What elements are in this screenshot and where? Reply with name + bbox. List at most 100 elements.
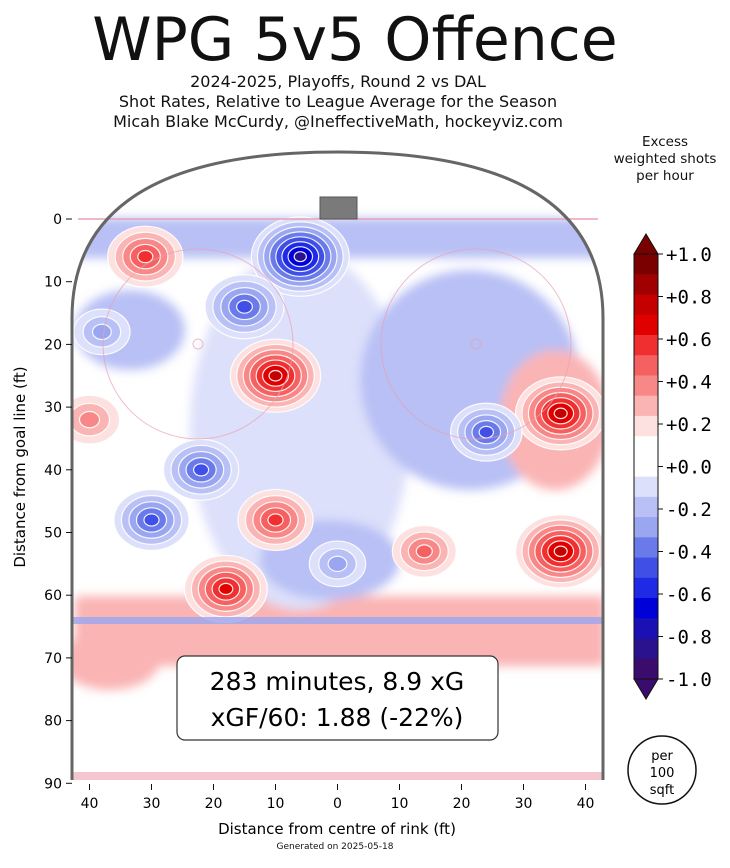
colorbar-tick-label: +0.4 <box>666 372 712 394</box>
goal-net <box>319 196 358 220</box>
y-tick-label: 0 <box>53 212 62 228</box>
heat-hotspots <box>72 216 603 624</box>
y-axis-label: Distance from goal line (ft) <box>11 366 29 567</box>
y-tick-label: 70 <box>44 651 62 667</box>
hotspot-positive <box>514 376 603 451</box>
colorbar-bottom-arrow <box>633 678 659 700</box>
x-tick-label: 0 <box>333 796 342 812</box>
subtitle-line-2: Shot Rates, Relative to League Average f… <box>118 92 558 111</box>
colorbar-tick-label: -0.8 <box>666 627 712 649</box>
badge-line-2: 100 <box>650 766 675 781</box>
colorbar-tick-label: +0.0 <box>666 457 712 479</box>
hotspot-negative <box>204 274 285 340</box>
colorbar-segment <box>634 355 658 376</box>
hotspot-ring <box>137 249 154 264</box>
y-tick-label: 60 <box>44 588 62 604</box>
subtitle-line-3: Micah Blake McCurdy, @IneffectiveMath, h… <box>113 112 563 131</box>
summary-line-2: xGF/60: 1.88 (-22%) <box>211 703 464 732</box>
colorbar-segment <box>634 314 658 336</box>
hotspot-positive <box>514 514 603 589</box>
colorbar-segment <box>634 436 658 457</box>
colorbar-segment <box>634 415 658 437</box>
hotspot-positive <box>237 488 314 551</box>
hotspot-positive <box>107 225 184 288</box>
hotspot-ring <box>415 544 433 559</box>
x-tick-label: 30 <box>515 796 533 812</box>
hotspot-ring <box>553 407 568 420</box>
hotspot-positive <box>72 394 121 445</box>
colorbar-segment <box>634 375 658 397</box>
x-tick-label: 10 <box>391 796 409 812</box>
summary-box-frame <box>176 655 499 741</box>
colorbar-title-line: Excess <box>641 134 689 150</box>
generated-date: Generated on 2025-05-18 <box>276 842 394 852</box>
x-tick-label: 30 <box>143 796 161 812</box>
summary-box: 283 minutes, 8.9 xG xGF/60: 1.88 (-22%) <box>176 655 499 741</box>
rink-markings <box>102 248 572 440</box>
hotspot-ring <box>293 251 308 263</box>
colorbar-title-line: weighted shots <box>613 151 717 167</box>
hotspot-ring <box>192 463 210 477</box>
hotspot-positive <box>183 554 268 624</box>
badge-circle <box>627 735 697 805</box>
colorbar-segment <box>634 294 658 316</box>
colorbar-segment <box>634 638 658 660</box>
colorbar-segment <box>634 395 658 417</box>
y-tick-label: 50 <box>44 526 62 542</box>
hotspot-negative <box>162 438 240 501</box>
hotspot-negative <box>449 402 523 462</box>
x-axis-label: Distance from centre of rink (ft) <box>218 820 456 838</box>
faceoff-circle-left <box>102 248 294 440</box>
badge-line-3: sqft <box>650 783 674 798</box>
hotspot-ring <box>268 369 283 382</box>
colorbar-tick-label: +0.8 <box>666 287 712 309</box>
faceoff-dot-left <box>192 338 204 350</box>
hotspot-ring <box>78 410 101 429</box>
hotspot-positive <box>229 338 322 413</box>
hotspot-negative <box>250 216 350 297</box>
colorbar-segment <box>634 334 658 356</box>
y-tick-label: 20 <box>44 337 62 353</box>
hotspot-positive <box>391 524 457 578</box>
colorbar-tick-label: +0.2 <box>666 414 712 436</box>
colorbar: +1.0 +0.8 +0.6 +0.4 +0.2 +0.0 -0.2 -0.4 -0.6 -0.8… <box>633 233 712 700</box>
x-axis: 40 30 20 10 0 10 20 30 40 <box>81 784 595 812</box>
y-tick-label: 30 <box>44 400 62 416</box>
colorbar-segment <box>634 537 658 559</box>
colorbar-tick-label: +1.0 <box>666 244 712 266</box>
faceoff-circle-right <box>380 248 572 440</box>
colorbar-tick-label: -0.4 <box>666 542 712 564</box>
end-zone-bottom-line <box>72 772 603 780</box>
colorbar-segment <box>634 496 658 518</box>
hotspot-ring <box>553 545 568 558</box>
x-tick-label: 20 <box>205 796 223 812</box>
x-tick-label: 40 <box>577 796 595 812</box>
colorbar-tick-label: -0.6 <box>666 584 712 606</box>
summary-line-1: 283 minutes, 8.9 xG <box>210 667 465 696</box>
x-tick-label: 10 <box>267 796 285 812</box>
colorbar-segment <box>634 577 658 599</box>
y-tick-label: 90 <box>44 776 62 792</box>
y-axis: 0 10 20 30 40 50 60 70 80 90 <box>44 212 72 792</box>
badge-line-1: per <box>651 749 673 764</box>
colorbar-segment <box>634 618 658 640</box>
per-100-sqft-badge: per 100 sqft <box>627 735 697 805</box>
hotspot-ring <box>143 513 160 527</box>
blue-line <box>72 617 603 624</box>
colorbar-segment <box>634 254 658 275</box>
colorbar-tick-label: +0.6 <box>666 329 712 351</box>
heat-region-lower-red-band <box>75 596 603 666</box>
colorbar-title: Excess weighted shots per hour <box>590 134 730 185</box>
colorbar-title-line: per hour <box>636 168 694 184</box>
colorbar-segment <box>634 598 658 619</box>
hotspot-ring <box>267 513 284 527</box>
y-tick-label: 40 <box>44 463 62 479</box>
colorbar-segment <box>634 557 658 579</box>
chart-title: WPG 5v5 Offence <box>92 5 618 75</box>
hotspot-negative <box>113 488 190 551</box>
y-tick-label: 80 <box>44 714 62 730</box>
colorbar-segment <box>634 274 658 295</box>
hotspot-negative <box>308 540 367 588</box>
colorbar-tick-label: -0.2 <box>666 499 712 521</box>
